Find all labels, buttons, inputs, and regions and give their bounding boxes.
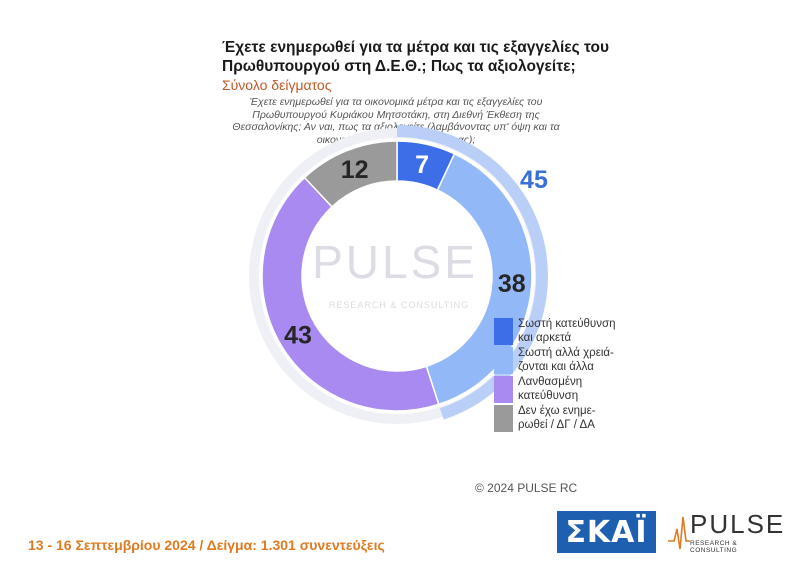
footer-survey-info: 13 - 16 Σεπτεμβρίου 2024 / Δείγμα: 1.301… bbox=[28, 537, 385, 553]
legend-label: Δεν έχω ενημε-ρωθεί / ΔΓ / ΔΑ bbox=[518, 405, 596, 431]
legend-swatch bbox=[494, 318, 513, 345]
legend-item-wrong-direction: Λανθασμένη κατεύθυνση bbox=[494, 376, 634, 403]
slice-wrong-direction bbox=[261, 176, 440, 412]
data-label-wrong-direction: 43 bbox=[284, 322, 312, 350]
legend-label: Σωστή κατεύθυνση και αρκετά bbox=[518, 318, 616, 344]
legend-swatch bbox=[494, 347, 513, 374]
watermark-subtext: RESEARCH & CONSULTING bbox=[329, 300, 469, 310]
legend: Σωστή κατεύθυνση και αρκετά Σωστή αλλά χρ… bbox=[494, 318, 634, 434]
skai-logo: ΣΚΑΪ bbox=[557, 511, 656, 553]
data-label-correct-enough: 7 bbox=[415, 151, 429, 179]
data-label-not-informed: 12 bbox=[341, 156, 369, 184]
watermark-text: PULSE bbox=[312, 236, 478, 288]
legend-item-not-informed: Δεν έχω ενημε-ρωθεί / ΔΓ / ΔΑ bbox=[494, 405, 634, 432]
pulse-wave-icon bbox=[668, 516, 690, 550]
chart-title: Έχετε ενημερωθεί για τα μέτρα και τις εξ… bbox=[222, 39, 609, 75]
legend-label: Σωστή αλλά χρειά-ζονται και άλλα bbox=[518, 347, 614, 373]
legend-label: Λανθασμένη κατεύθυνση bbox=[518, 376, 583, 402]
legend-item-correct-enough: Σωστή κατεύθυνση και αρκετά bbox=[494, 318, 634, 345]
group-total-label: 45 bbox=[520, 166, 548, 194]
data-label-correct-need-more: 38 bbox=[498, 270, 526, 298]
slice-not-informed bbox=[303, 140, 398, 208]
chart-subtitle: Σύνολο δείγματος bbox=[222, 77, 332, 93]
pulse-logo: PULSE RESEARCH & CONSULTING bbox=[668, 509, 786, 555]
pulse-logo-tag: RESEARCH & CONSULTING bbox=[690, 540, 738, 554]
pulse-logo-word: PULSE bbox=[690, 509, 786, 539]
legend-swatch bbox=[494, 405, 513, 432]
legend-swatch bbox=[494, 376, 513, 403]
copyright: © 2024 PULSE RC bbox=[475, 481, 578, 495]
legend-item-correct-need-more: Σωστή αλλά χρειά-ζονται και άλλα bbox=[494, 347, 634, 374]
